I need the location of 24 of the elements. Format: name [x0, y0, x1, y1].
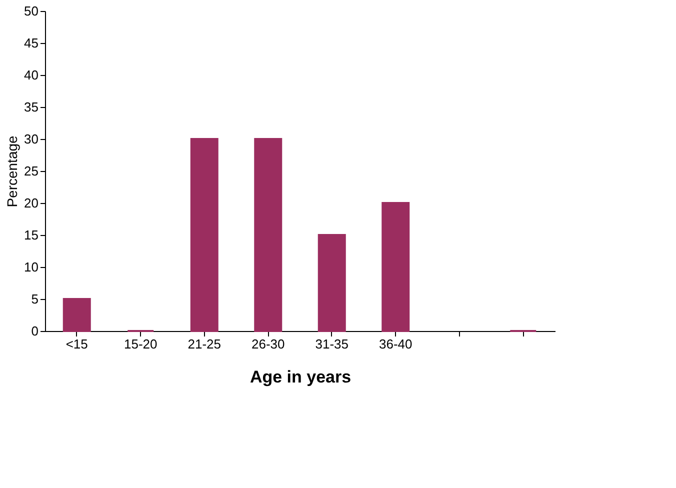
bar — [190, 138, 218, 332]
bar — [318, 234, 346, 332]
x-tick-label: <15 — [66, 336, 88, 352]
x-tick-label: 21-25 — [188, 336, 221, 352]
y-axis-title: Percentage — [4, 135, 20, 208]
y-tick-label: 5 — [31, 292, 38, 306]
x-tick-label: 26-30 — [252, 336, 285, 352]
y-tick-label: 10 — [24, 260, 38, 274]
x-tick-label: 31-35 — [315, 336, 348, 352]
bar — [254, 138, 282, 332]
y-tick-label: 15 — [24, 228, 38, 242]
x-axis-title: Age in years — [250, 368, 352, 386]
x-tick-label: 36-40 — [379, 336, 412, 352]
x-tick-label: 15-20 — [124, 336, 158, 352]
y-tick-label: 0 — [31, 324, 38, 338]
y-tick-label: 50 — [24, 4, 38, 18]
y-tick-label: 45 — [24, 36, 38, 50]
y-tick-label: 25 — [24, 164, 38, 178]
y-tick-label: 20 — [24, 196, 38, 210]
y-tick-label: 40 — [24, 68, 38, 82]
y-tick-label: 30 — [24, 132, 38, 146]
bar — [382, 202, 410, 332]
bar — [62, 298, 91, 332]
y-tick-label: 35 — [24, 100, 38, 114]
